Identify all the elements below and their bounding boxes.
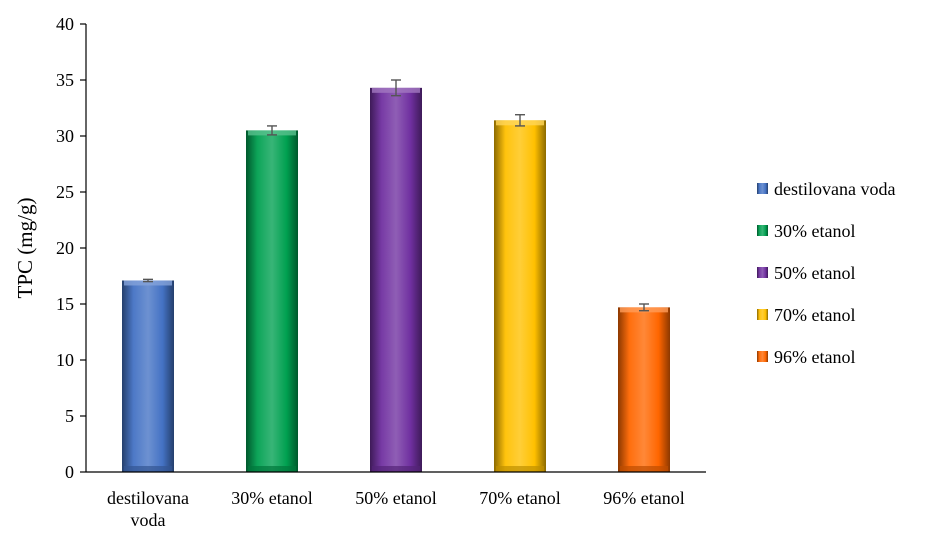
y-tick-label: 0 (65, 462, 74, 482)
bar-30-etanol (246, 130, 298, 472)
error-bar (143, 278, 153, 283)
legend-label: 96% etanol (774, 347, 855, 367)
bar-bottom-bevel (124, 466, 172, 472)
legend-label: 70% etanol (774, 305, 855, 325)
x-tick-label: 50% etanol (355, 488, 436, 508)
bar-bottom-bevel (372, 466, 420, 472)
legend: destilovana voda 30% etanol 50% etanol 70% … (757, 179, 895, 367)
x-tick-label: 70% etanol (479, 488, 560, 508)
error-bar (515, 114, 525, 127)
y-axis-label: TPC (mg/g) (13, 198, 37, 299)
legend-swatch (757, 183, 768, 194)
legend-swatch (757, 267, 768, 278)
bar-70-etanol (494, 120, 546, 472)
y-tick-label: 35 (56, 70, 74, 90)
bar-bottom-bevel (496, 466, 544, 472)
y-tick-label: 25 (56, 182, 74, 202)
bar-96-etanol (618, 307, 670, 472)
bar-top-bevel (124, 280, 172, 286)
error-bar (267, 125, 277, 136)
x-tick-label: 30% etanol (231, 488, 312, 508)
legend-swatch (757, 225, 768, 236)
bar-50-etanol (370, 87, 422, 472)
error-bar (391, 79, 401, 97)
error-bar (639, 303, 649, 312)
bars (122, 79, 670, 472)
y-axis-ticks: 0 5 10 15 20 25 30 35 40 (56, 14, 86, 482)
y-tick-label: 10 (56, 350, 74, 370)
legend-label: destilovana voda (774, 179, 895, 199)
x-tick-label: destilovana (107, 488, 189, 508)
y-tick-label: 15 (56, 294, 74, 314)
y-tick-label: 20 (56, 238, 74, 258)
bar-destilovana-voda (122, 280, 174, 472)
x-tick-label: voda (131, 510, 166, 530)
legend-swatch (757, 351, 768, 362)
legend-label: 50% etanol (774, 263, 855, 283)
legend-label: 30% etanol (774, 221, 855, 241)
y-tick-label: 40 (56, 14, 74, 34)
legend-swatch (757, 309, 768, 320)
y-tick-label: 5 (65, 406, 74, 426)
y-tick-label: 30 (56, 126, 74, 146)
bar-bottom-bevel (248, 466, 296, 472)
x-tick-label: 96% etanol (603, 488, 684, 508)
bar-bottom-bevel (620, 466, 668, 472)
